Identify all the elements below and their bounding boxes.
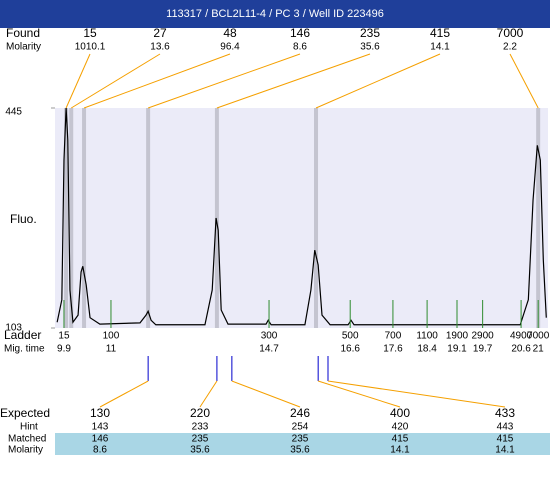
- found-molarity: 8.6: [293, 42, 307, 53]
- ladder-size: 4900: [510, 331, 533, 342]
- expected-connector: [327, 380, 506, 408]
- found-connector: [65, 53, 91, 109]
- ladder-size: 7000: [527, 331, 550, 342]
- expected-matched: 415: [497, 434, 514, 445]
- found-molarity: 1010.1: [75, 42, 106, 53]
- expected-hint: 420: [392, 422, 409, 433]
- expected-molarity: 35.6: [290, 445, 310, 456]
- ladder-time: 11: [106, 344, 117, 355]
- expected-connector: [99, 380, 149, 408]
- ladder-time: 17.6: [383, 344, 403, 355]
- ladder-time: 20.6: [511, 344, 531, 355]
- found-molarity: 13.6: [150, 42, 170, 53]
- expected-hint: 233: [192, 422, 209, 433]
- expected-molarity: 14.1: [495, 445, 515, 456]
- ladder-time: 21: [533, 344, 545, 355]
- ladder-time: 9.9: [57, 344, 71, 355]
- expected-molarity: 8.6: [93, 445, 107, 456]
- ladder-size: 1900: [446, 331, 469, 342]
- found-size: 146: [290, 26, 310, 40]
- expected-label: Expected: [0, 406, 50, 420]
- peak-band: [214, 108, 219, 328]
- ladder-time: 16.6: [340, 344, 360, 355]
- found-label: Found: [6, 26, 40, 40]
- ladder-size: 2900: [472, 331, 495, 342]
- peak-band: [64, 108, 69, 328]
- matched-band: [55, 433, 550, 455]
- peak-band: [314, 108, 319, 328]
- ladder-size: 700: [385, 331, 402, 342]
- trace: [56, 107, 547, 326]
- expected-matched: 235: [292, 434, 309, 445]
- found-molarity-label: Molarity: [6, 42, 41, 53]
- ladder-size: 1100: [416, 331, 438, 342]
- y-tick-label: 445: [5, 107, 22, 118]
- found-size: 7000: [497, 26, 524, 40]
- expected-molarity: 35.6: [190, 445, 210, 456]
- expected-connector: [199, 380, 218, 408]
- expected-connector: [318, 380, 401, 408]
- ladder-time: 18.4: [417, 344, 437, 355]
- expected-matched: 415: [392, 434, 409, 445]
- peak-band: [146, 108, 151, 328]
- expected-connector: [231, 380, 301, 408]
- expected-hint: 254: [292, 422, 309, 433]
- found-molarity: 35.6: [360, 42, 380, 53]
- expected-size: 246: [290, 406, 310, 420]
- hint-label: Hint: [20, 422, 38, 433]
- ladder-label: Ladder: [4, 328, 41, 342]
- mig-time-label: Mig. time: [4, 344, 45, 355]
- peak-band: [536, 108, 541, 328]
- found-size: 235: [360, 26, 380, 40]
- ladder-size: 100: [103, 331, 120, 342]
- expected-hint: 443: [497, 422, 514, 433]
- found-size: 415: [430, 26, 450, 40]
- found-connector: [315, 53, 441, 109]
- peak-band: [69, 108, 74, 328]
- expected-size: 400: [390, 406, 410, 420]
- found-molarity: 2.2: [503, 42, 517, 53]
- expected-size: 220: [190, 406, 210, 420]
- peak-band: [82, 108, 87, 328]
- found-connector: [509, 53, 539, 109]
- ladder-time: 19.1: [447, 344, 467, 355]
- ladder-size: 500: [342, 331, 359, 342]
- y-axis-label: Fluo.: [10, 212, 37, 226]
- ladder-time: 19.7: [473, 344, 493, 355]
- expected-hint: 143: [92, 422, 109, 433]
- found-molarity: 14.1: [430, 42, 450, 53]
- found-size: 27: [153, 26, 167, 40]
- ladder-size: 300: [261, 331, 278, 342]
- found-connector: [70, 53, 161, 109]
- molarity-label: Molarity: [8, 445, 43, 456]
- expected-size: 433: [495, 406, 515, 420]
- expected-molarity: 14.1: [390, 445, 410, 456]
- plot-area: [55, 108, 548, 328]
- expected-size: 130: [90, 406, 110, 420]
- found-molarity: 96.4: [220, 42, 240, 53]
- found-connector: [147, 53, 301, 109]
- found-size: 48: [223, 26, 237, 40]
- ladder-time: 14.7: [259, 344, 279, 355]
- found-connector: [83, 53, 231, 109]
- expected-matched: 146: [92, 434, 109, 445]
- expected-matched: 235: [192, 434, 209, 445]
- header-title: 113317 / BCL2L11-4 / PC 3 / Well ID 2234…: [166, 8, 384, 20]
- header-bar: [0, 0, 550, 28]
- found-connector: [216, 53, 371, 109]
- found-size: 15: [83, 26, 97, 40]
- ladder-size: 15: [58, 331, 70, 342]
- y-tick-label: 103: [5, 323, 22, 334]
- matched-label: Matched: [8, 434, 46, 445]
